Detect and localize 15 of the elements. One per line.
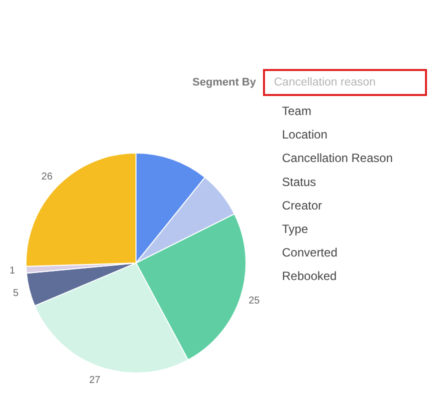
- data-label: 1: [9, 266, 16, 277]
- data-label: 26: [41, 172, 53, 183]
- data-label: 27: [89, 374, 101, 386]
- data-label: 5: [12, 288, 19, 300]
- text: Cancellation Reason: [282, 151, 393, 166]
- text: Location: [282, 128, 328, 142]
- text: Segment By: [192, 76, 257, 88]
- text: Creator: [282, 198, 322, 212]
- text: Rebooked: [282, 269, 337, 284]
- text: Type: [282, 222, 308, 236]
- text: Cancellation reason: [274, 76, 376, 88]
- text: Status: [282, 174, 316, 189]
- text: Converted: [282, 246, 338, 260]
- data-label: 25: [248, 296, 260, 307]
- text: Team: [282, 104, 312, 118]
